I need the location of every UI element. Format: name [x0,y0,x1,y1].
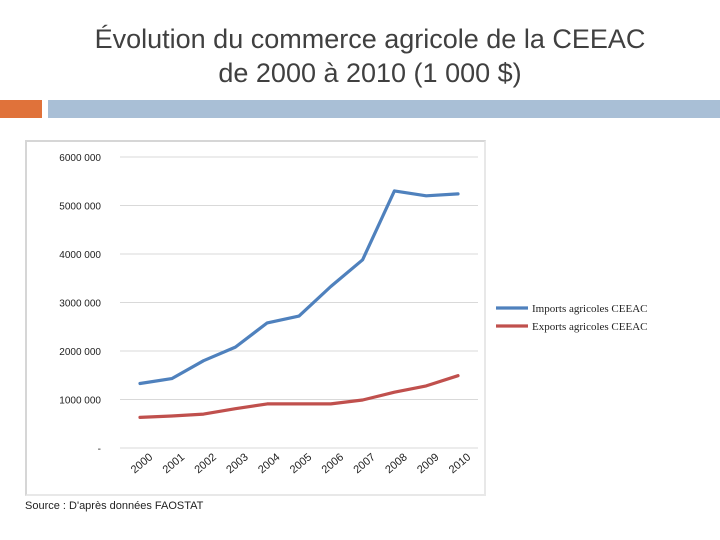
series-line-imports [138,189,460,386]
x-tick-label: 2006 [320,451,346,476]
title-line-2: de 2000 à 2010 (1 000 $) [218,58,522,88]
y-tick-label: 3000 000 [59,299,101,310]
y-tick-label: 1000 000 [59,396,101,407]
accent-bar-orange [0,100,42,118]
legend-label: Exports agricoles CEEAC [532,321,647,333]
legend-label: Imports agricoles CEEAC [532,303,647,315]
source-note: Source : D'après données FAOSTAT [25,500,204,512]
x-tick-label: 2001 [161,451,187,476]
x-tick-label: 2010 [447,451,473,476]
y-tick-label: 2000 000 [59,347,101,358]
y-tick-label: 4000 000 [59,250,101,261]
title-line-1: Évolution du commerce agricole de la CEE… [94,24,646,54]
x-tick-label: 2004 [256,451,282,476]
x-tick-label: 2007 [351,451,377,476]
y-tick-label: 5000 000 [59,202,101,213]
series-line-exports [138,374,460,419]
accent-bar-blue [48,100,720,118]
x-tick-label: 2000 [129,451,155,476]
x-tick-label: 2002 [192,451,218,476]
x-tick-label: 2003 [224,451,250,476]
slide-title: Évolution du commerce agricole de la CEE… [0,22,720,90]
y-tick-label: 6000 000 [59,153,101,164]
y-tick-label: - [98,444,101,455]
x-tick-label: 2009 [415,451,441,476]
chart-frame [25,140,486,496]
x-tick-label: 2008 [383,451,409,476]
x-tick-label: 2005 [288,451,314,476]
